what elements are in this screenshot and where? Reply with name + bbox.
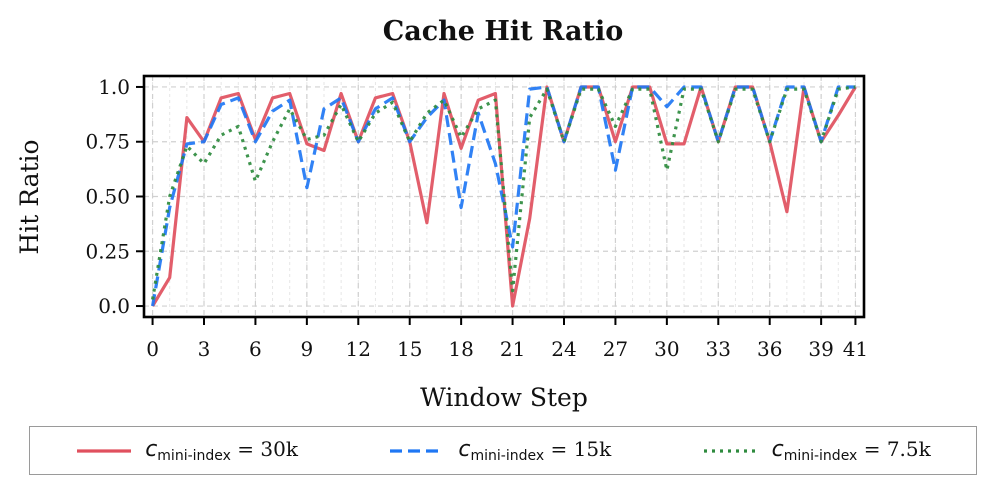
x-tick-label: 39	[808, 337, 833, 361]
series-line-2	[151, 85, 856, 307]
x-tick-label: 24	[551, 337, 576, 361]
legend-swatch	[77, 448, 132, 453]
legend-swatch	[703, 448, 758, 453]
y-axis-label: Hit Ratio	[15, 139, 44, 254]
y-axis-ticks: 0.0 0.25 0.50 0.75 1.0	[85, 75, 144, 318]
x-axis-label: Window Step	[420, 383, 588, 412]
x-tick-label: 12	[346, 337, 371, 361]
x-tick-label: 18	[448, 337, 473, 361]
x-tick-label: 15	[397, 337, 422, 361]
series-line-3	[151, 85, 856, 300]
series-lines	[151, 85, 857, 308]
legend: cmini-index = 30k cmini-index = 15k cmini-…	[29, 426, 977, 475]
y-tick-label: 0.75	[85, 130, 130, 154]
x-axis-ticks: 0 3 6 9 12 15 18 21 24 27 30 33 36 39 41	[146, 317, 868, 361]
x-tick-label: 33	[706, 337, 731, 361]
legend-item-1: cmini-index = 30k	[75, 437, 298, 464]
y-tick-label: 1.0	[98, 75, 130, 99]
y-tick-label: 0.25	[85, 239, 130, 263]
legend-label: cmini-index = 15k	[458, 437, 612, 464]
x-tick-label: 6	[249, 337, 262, 361]
chart-title: Cache Hit Ratio	[383, 16, 624, 47]
x-tick-label: 0	[146, 337, 159, 361]
x-tick-label: 36	[757, 337, 782, 361]
x-tick-label: 21	[500, 337, 525, 361]
x-tick-label: 27	[603, 337, 628, 361]
x-tick-label: 9	[300, 337, 313, 361]
y-tick-label: 0.0	[98, 294, 130, 318]
legend-label: cmini-index = 7.5k	[771, 437, 931, 464]
x-tick-label: 3	[198, 337, 211, 361]
legend-item-3: cmini-index = 7.5k	[702, 437, 931, 464]
legend-swatch	[390, 448, 445, 453]
x-tick-label: 30	[654, 337, 679, 361]
legend-label: cmini-index = 30k	[145, 437, 298, 464]
x-tick-label: 41	[843, 337, 868, 361]
legend-item-2: cmini-index = 15k	[388, 437, 611, 464]
y-tick-label: 0.50	[85, 185, 130, 209]
